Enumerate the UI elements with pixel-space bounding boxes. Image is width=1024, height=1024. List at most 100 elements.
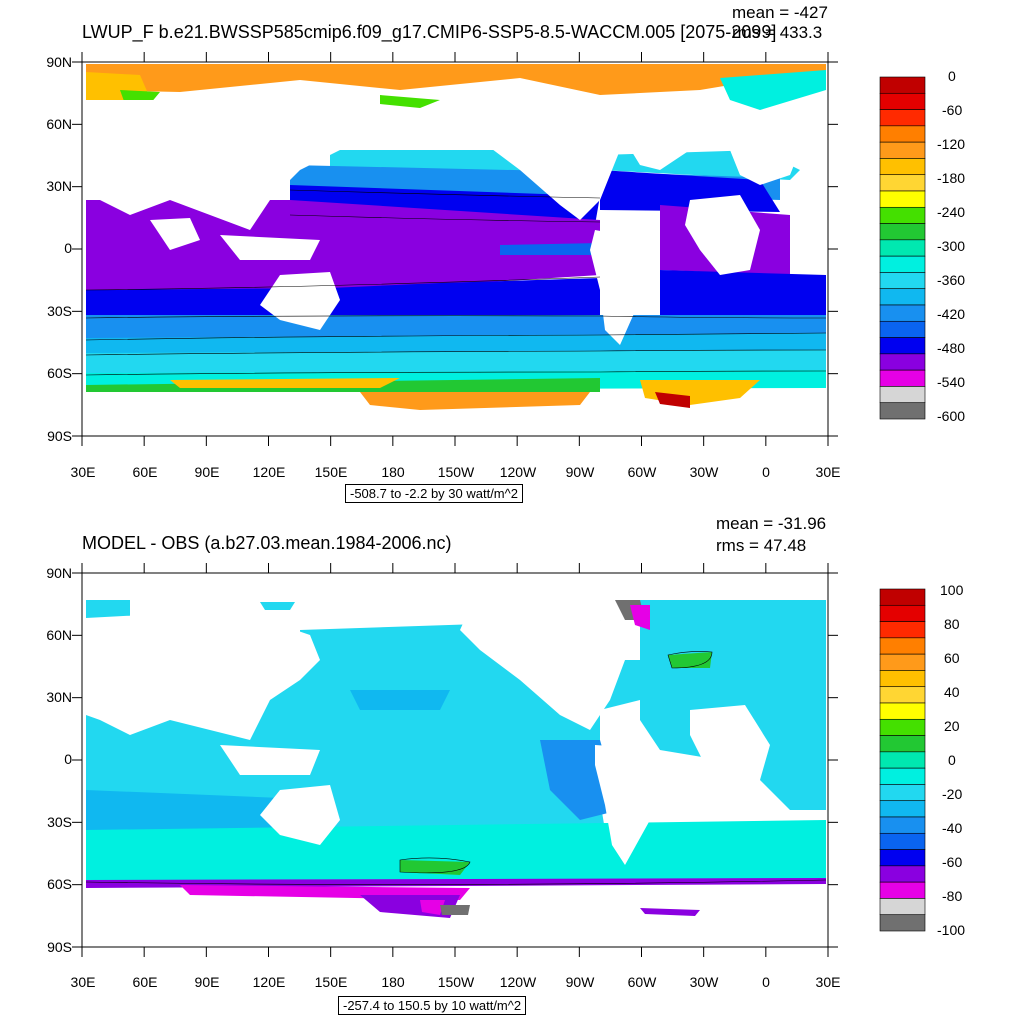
- bottom-lon-tick: 0: [762, 974, 770, 990]
- bottom-contours: [85, 651, 827, 885]
- colorbar-swatch: [879, 881, 926, 899]
- colorbar-swatch: [879, 272, 926, 290]
- bottom-contour-info: -257.4 to 150.5 by 10 watt/m^2: [338, 996, 527, 1015]
- top-lon-tick: 30E: [815, 464, 841, 480]
- colorbar-swatch: [879, 288, 926, 306]
- colorbar-swatch: [879, 92, 926, 110]
- colorbar-swatch: [879, 832, 926, 850]
- colorbar-swatch: [879, 735, 926, 753]
- top-lon-tick: 120W: [499, 464, 537, 480]
- bottom-panel-title: MODEL - OBS (a.b27.03.mean.1984-2006.nc): [82, 533, 452, 553]
- colorbar-swatch: [879, 621, 926, 639]
- top-colorbar-label: -120: [937, 136, 966, 152]
- colorbar-swatch: [879, 223, 926, 241]
- bottom-lon-tick: 120W: [499, 974, 537, 990]
- colorbar-swatch: [879, 588, 926, 606]
- bottom-lat-tick: 60N: [46, 627, 72, 643]
- colorbar-swatch: [879, 206, 926, 224]
- colorbar-swatch: [879, 914, 926, 932]
- colorbar-swatch: [879, 125, 926, 143]
- bottom-colorbar-label: -60: [942, 854, 963, 870]
- bottom-lon-tick: 30W: [689, 974, 719, 990]
- bottom-lon-tick: 180: [381, 974, 405, 990]
- colorbar-swatch: [879, 604, 926, 622]
- bottom-lon-tick: 60E: [132, 974, 158, 990]
- bottom-lon-tick: 90W: [565, 974, 595, 990]
- colorbar-swatch: [879, 109, 926, 127]
- top-lon-tick: 150W: [437, 464, 475, 480]
- top-colorbar-label: -360: [937, 272, 966, 288]
- bottom-colorbar-label: -80: [942, 888, 963, 904]
- bottom-lon-tick: 60W: [627, 974, 657, 990]
- colorbar-swatch: [879, 304, 926, 322]
- top-rms-label: rms = 433.3: [732, 23, 823, 42]
- top-lon-tick: 30W: [689, 464, 719, 480]
- bottom-map: [81, 572, 829, 948]
- top-colorbar-label: -300: [937, 238, 966, 254]
- top-map: [81, 61, 829, 437]
- bottom-colorbar: [879, 588, 926, 932]
- colorbar-swatch: [879, 800, 926, 818]
- colorbar-swatch: [879, 255, 926, 273]
- top-lon-tick: 0: [762, 464, 770, 480]
- bottom-lon-tick: 120E: [252, 974, 286, 990]
- top-colorbar-label: 0: [948, 68, 956, 84]
- top-lat-tick: 0: [64, 240, 72, 256]
- colorbar-swatch: [879, 702, 926, 720]
- bottom-colorbar-label: -100: [937, 922, 966, 938]
- colorbar-swatch: [879, 353, 926, 371]
- colorbar-swatch: [879, 849, 926, 867]
- colorbar-swatch: [879, 337, 926, 355]
- bottom-lat-tick: 30N: [46, 689, 72, 705]
- bottom-lon-tick: 150E: [314, 974, 348, 990]
- bottom-lat-tick: 30S: [47, 814, 72, 830]
- top-contours: [85, 189, 827, 376]
- colorbar-swatch: [879, 898, 926, 916]
- top-lat-tick: 90S: [47, 428, 72, 444]
- colorbar-swatch: [879, 767, 926, 785]
- bottom-colorbar-label: 20: [944, 718, 960, 734]
- top-colorbar-label: -600: [937, 408, 966, 424]
- colorbar-swatch: [879, 718, 926, 736]
- colorbar-swatch: [879, 76, 926, 94]
- bottom-colorbar-label: 40: [944, 684, 960, 700]
- colorbar-swatch: [879, 751, 926, 769]
- top-lon-tick: 60E: [132, 464, 158, 480]
- top-lon-tick: 180: [381, 464, 405, 480]
- bottom-mean-label: mean = -31.96: [716, 514, 827, 533]
- colorbar-swatch: [879, 686, 926, 704]
- bottom-colorbar-label: 100: [940, 582, 964, 598]
- bottom-colorbar-label: 80: [944, 616, 960, 632]
- bottom-lat-tick: 0: [64, 751, 72, 767]
- colorbar-swatch: [879, 174, 926, 192]
- top-lat-tick: 30S: [47, 303, 72, 319]
- colorbar-swatch: [879, 320, 926, 338]
- colorbar-swatch: [879, 637, 926, 655]
- top-lat-tick: 90N: [46, 54, 72, 70]
- bottom-lon-tick: 150W: [437, 974, 475, 990]
- bottom-continents: [86, 600, 770, 865]
- colorbar-swatch: [879, 158, 926, 176]
- bottom-lat-tick: 90S: [47, 939, 72, 955]
- colorbar-swatch: [879, 141, 926, 159]
- top-lon-tick: 150E: [314, 464, 348, 480]
- top-contour-info: -508.7 to -2.2 by 30 watt/m^2: [345, 484, 523, 503]
- bottom-lat-tick: 60S: [47, 876, 72, 892]
- bottom-lon-tick: 90E: [194, 974, 220, 990]
- bottom-rms-label: rms = 47.48: [716, 536, 807, 555]
- axis-ticks: [72, 52, 838, 957]
- bottom-lon-tick: 30E: [70, 974, 96, 990]
- colorbar-swatch: [879, 239, 926, 257]
- top-colorbar-label: -240: [937, 204, 966, 220]
- bottom-colorbar-label: 60: [944, 650, 960, 666]
- colorbar-swatch: [879, 653, 926, 671]
- top-colorbar-label: -420: [937, 306, 966, 322]
- top-continents: [86, 90, 800, 345]
- top-mean-label: mean = -427: [732, 3, 828, 22]
- colorbar-swatch: [879, 190, 926, 208]
- colorbar-swatch: [879, 670, 926, 688]
- top-colorbar: [879, 76, 926, 420]
- colorbar-swatch: [879, 784, 926, 802]
- top-lon-tick: 90W: [565, 464, 595, 480]
- colorbar-swatch: [879, 816, 926, 834]
